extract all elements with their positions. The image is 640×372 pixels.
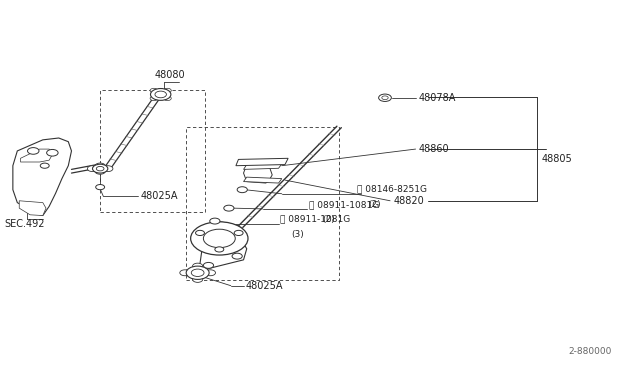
Polygon shape [13,138,72,215]
Polygon shape [244,177,282,183]
Circle shape [379,94,392,102]
Circle shape [232,253,243,259]
Text: 48860: 48860 [419,144,449,154]
Circle shape [88,166,98,171]
Circle shape [28,148,39,154]
Polygon shape [20,149,52,162]
Circle shape [237,187,247,193]
Text: Ⓝ 08911-1081G: Ⓝ 08911-1081G [280,215,351,224]
Text: 2-880000: 2-880000 [568,347,612,356]
Text: (2): (2) [369,200,381,209]
Circle shape [47,150,58,156]
Circle shape [102,166,113,171]
Circle shape [204,262,214,268]
Polygon shape [236,158,288,166]
Circle shape [196,230,204,235]
Polygon shape [19,201,46,215]
Circle shape [155,91,166,98]
Text: 48025A: 48025A [140,191,178,201]
Circle shape [95,169,105,174]
Text: 48805: 48805 [541,154,573,164]
Circle shape [93,164,108,173]
Circle shape [193,263,203,269]
Text: 48080: 48080 [154,70,185,80]
Text: 48820: 48820 [394,196,424,206]
Circle shape [180,270,190,276]
Circle shape [205,270,216,276]
Circle shape [186,266,209,279]
Polygon shape [244,164,282,169]
Text: 48025A: 48025A [246,281,283,291]
Circle shape [224,205,234,211]
Text: (2): (2) [322,215,335,224]
Circle shape [164,88,172,93]
Circle shape [193,276,203,282]
Circle shape [40,163,49,168]
Text: (3): (3) [291,230,304,239]
Polygon shape [244,163,272,183]
Circle shape [204,229,236,248]
Text: 48078A: 48078A [419,93,456,103]
Circle shape [234,230,243,235]
Circle shape [164,96,172,100]
Circle shape [191,269,204,276]
Text: Ⓑ 08146-8251G: Ⓑ 08146-8251G [357,185,427,194]
Circle shape [191,222,248,255]
Circle shape [95,163,105,169]
Circle shape [382,96,388,100]
Text: SEC.492: SEC.492 [4,219,45,229]
Polygon shape [199,236,246,271]
Text: Ⓝ 08911-1081G: Ⓝ 08911-1081G [309,200,380,209]
Circle shape [97,166,104,171]
Circle shape [150,88,157,93]
Circle shape [150,96,157,100]
Circle shape [215,247,224,252]
Circle shape [150,89,171,100]
Circle shape [210,218,220,224]
Circle shape [96,185,104,190]
